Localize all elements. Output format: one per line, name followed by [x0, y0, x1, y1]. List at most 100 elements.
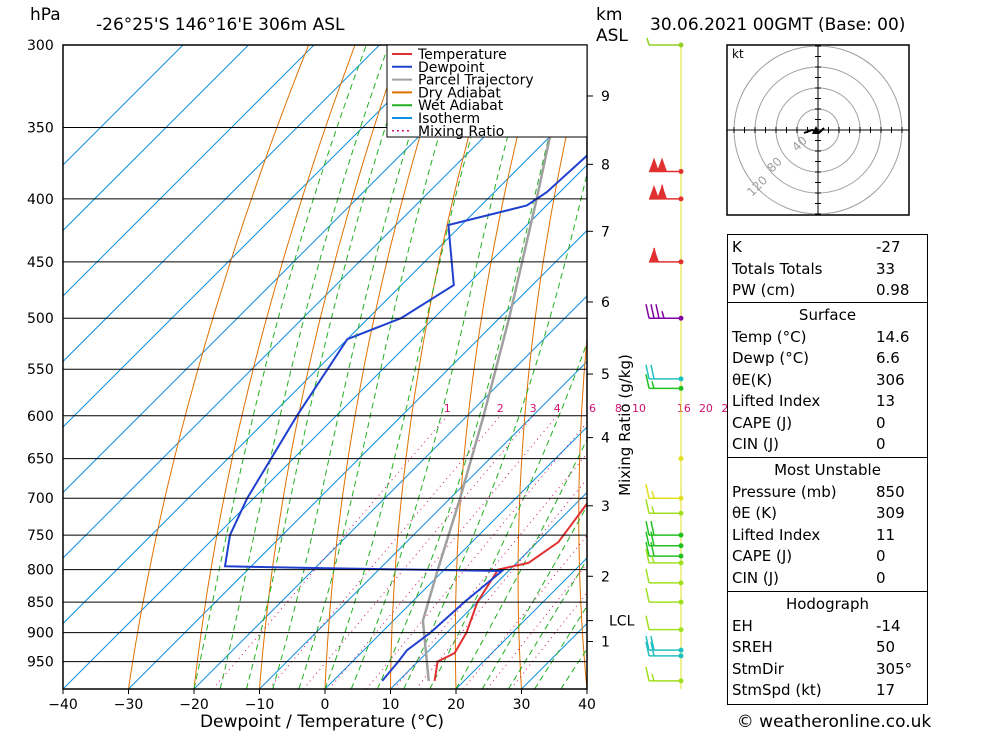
- index-surface-value: 306: [876, 370, 905, 391]
- pressure-tick-label: 400: [27, 192, 54, 208]
- wind-barb-flag: [657, 157, 667, 171]
- x-axis-label: Dewpoint / Temperature (°C): [200, 712, 444, 732]
- index-surface-row: CIN (J)0: [732, 434, 923, 455]
- pressure-tick-label: 550: [27, 362, 54, 378]
- x-tick-label: 20: [447, 697, 465, 713]
- index-top-value: 33: [876, 259, 895, 280]
- index-most-unstable-value: 11: [876, 525, 895, 546]
- mixing-ratio-line: [269, 416, 501, 689]
- index-surface-key: Lifted Index: [732, 391, 820, 412]
- wind-barb-full: [646, 304, 649, 318]
- wind-barb-dot: [679, 456, 684, 461]
- wind-barb-half: [652, 491, 654, 498]
- index-most-unstable-value: 850: [876, 482, 905, 503]
- isotherm-line: [0, 45, 511, 689]
- wind-barb-full: [646, 588, 649, 602]
- index-most-unstable-row: Lifted Index 11: [732, 525, 923, 546]
- mixing-ratio-label: 16: [677, 402, 691, 415]
- km-tick-label: 1: [601, 634, 610, 650]
- wind-barb-half: [647, 38, 649, 45]
- wet-adiabat-line: [194, 45, 366, 689]
- km-tick-label: 6: [601, 295, 610, 311]
- wind-barb-full: [651, 365, 654, 379]
- wet-adiabat-line: [325, 45, 497, 689]
- datetime-title: 30.06.2021 00GMT (Base: 00): [650, 15, 905, 35]
- wind-barb-full: [646, 499, 649, 513]
- index-most-unstable-value: 0: [876, 568, 886, 589]
- index-hodograph-value: 305°: [876, 659, 912, 680]
- index-surface-row: Lifted Index 13: [732, 391, 923, 412]
- index-most-unstable-row: CAPE (J)0: [732, 546, 923, 567]
- wind-barb-half: [652, 381, 654, 388]
- index-surface-value: 13: [876, 391, 895, 412]
- x-tick-label: 10: [382, 697, 400, 713]
- index-hodograph-value: -14: [876, 616, 901, 637]
- wind-barb: [646, 365, 684, 382]
- wet-adiabat-line: [351, 45, 532, 689]
- axes: 3003504004505005506006507007508008509009…: [27, 38, 635, 713]
- mixing-ratio-axis-label: Mixing Ratio (g/kg): [616, 354, 634, 496]
- index-hodograph-title: Hodograph: [728, 594, 927, 615]
- pressure-tick-label: 950: [27, 655, 54, 671]
- x-tick-label: −10: [245, 697, 275, 713]
- mixing-ratio-label: 10: [632, 402, 646, 415]
- wet-adiabat-line: [430, 45, 672, 689]
- index-surface-value: 0: [876, 434, 886, 455]
- wind-barb-flag: [649, 185, 659, 199]
- pressure-tick-label: 850: [27, 595, 54, 611]
- wind-barb: [646, 588, 684, 605]
- mixing-ratio-label: 6: [589, 402, 596, 415]
- wind-barb-full: [656, 304, 659, 318]
- wind-barb: [646, 374, 684, 391]
- pressure-tick-label: 500: [27, 311, 54, 327]
- index-hodograph-value: 17: [876, 680, 895, 701]
- km-tick-label: 8: [601, 157, 610, 173]
- wind-barb-full: [646, 569, 649, 583]
- km-tick-label: 7: [601, 224, 610, 240]
- legend-label: Mixing Ratio: [418, 124, 504, 140]
- wind-barb: [646, 616, 684, 633]
- index-surface-title: Surface: [728, 305, 927, 326]
- index-top-key: K: [732, 237, 742, 258]
- dry-adiabat-line: [129, 45, 309, 689]
- wind-barb: [646, 569, 684, 586]
- index-most-unstable-key: Pressure (mb): [732, 482, 837, 503]
- wind-barb: [649, 248, 684, 265]
- wind-barb: [679, 456, 684, 461]
- dry-adiabat-line: [391, 45, 495, 689]
- mixing-ratio-label: 1: [444, 402, 451, 415]
- index-hodograph-key: SREH: [732, 637, 773, 658]
- index-most-unstable-row: θE (K)309: [732, 503, 923, 524]
- index-surface-key: Dewp (°C): [732, 348, 809, 369]
- dry-adiabat-line: [260, 45, 402, 689]
- mixing-ratio-label: 20: [699, 402, 713, 415]
- index-top-key: PW (cm): [732, 280, 795, 301]
- pressure-tick-label: 750: [27, 528, 54, 544]
- index-surface-key: θE(K): [732, 370, 772, 391]
- km-tick-label: 3: [601, 499, 610, 515]
- x-tick-label: 40: [578, 697, 596, 713]
- wind-barb: [646, 667, 684, 684]
- dry-adiabat-line: [956, 45, 1000, 689]
- index-most-unstable-key: θE (K): [732, 503, 777, 524]
- wind-barb-full: [651, 304, 654, 318]
- index-top-row: K-27: [732, 237, 923, 258]
- index-most-unstable-key: CAPE (J): [732, 546, 792, 567]
- mixing-ratio-line: [394, 416, 619, 689]
- index-hodograph-key: StmSpd (kt): [732, 680, 822, 701]
- mixing-ratio-label: 2: [497, 402, 504, 415]
- asl-label: ASL: [596, 26, 628, 46]
- wind-barbs: [646, 38, 684, 689]
- wind-barb: [649, 185, 684, 202]
- index-most-unstable-key: Lifted Index: [732, 525, 820, 546]
- x-tick-label: 30: [513, 697, 531, 713]
- wet-adiabat-line: [299, 45, 467, 689]
- pressure-tick-label: 300: [27, 38, 54, 54]
- wind-barb-half: [662, 311, 664, 318]
